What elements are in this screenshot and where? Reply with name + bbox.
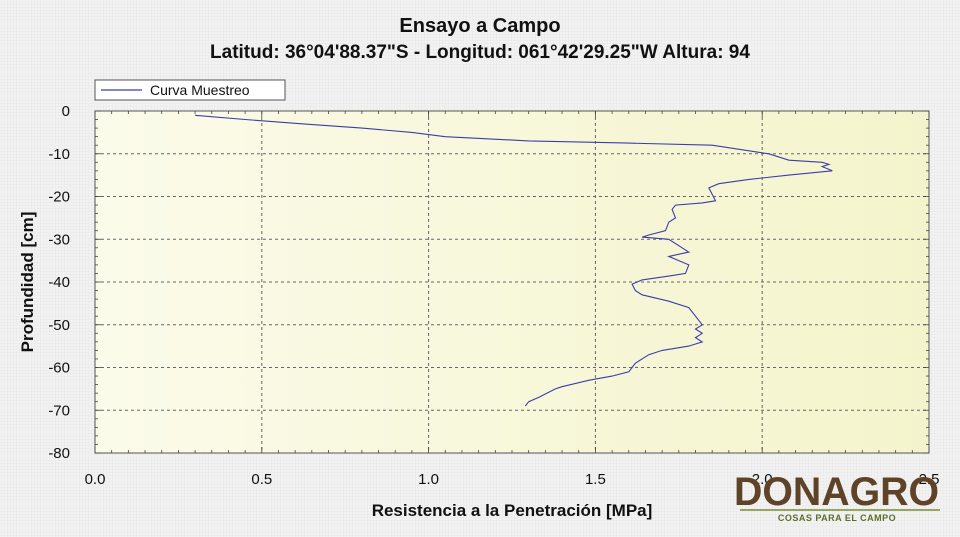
y-tick-label: -50 <box>48 317 70 334</box>
x-axis-label: Resistencia a la Penetración [MPa] <box>372 501 653 520</box>
y-tick-label: 0 <box>62 103 70 120</box>
logo-brand: DONAGRO <box>734 470 939 514</box>
x-tick-label: 2.0 <box>752 471 773 488</box>
y-axis-label: Profundidad [cm] <box>18 212 37 353</box>
donagro-logo: DONAGRO COSAS PARA EL CAMPO <box>734 470 940 523</box>
x-tick-label: 1.0 <box>418 471 439 488</box>
logo-tagline: COSAS PARA EL CAMPO <box>778 513 896 523</box>
chart-subtitle: Latitud: 36°04'88.37"S - Longitud: 061°4… <box>210 42 750 63</box>
x-tick-label: 0.0 <box>85 471 106 488</box>
y-tick-label: -30 <box>48 231 70 248</box>
y-axis-ticks: 0 -10 -20 -30 -40 -50 -60 -70 -80 <box>48 103 70 462</box>
legend: Curva Muestreo <box>94 79 286 101</box>
y-tick-label: -80 <box>48 445 70 462</box>
grid <box>95 111 929 453</box>
chart-title: Ensayo a Campo <box>399 15 560 37</box>
y-tick-label: -70 <box>48 402 70 419</box>
legend-label: Curva Muestreo <box>150 82 250 98</box>
x-tick-label: 0.5 <box>251 471 272 488</box>
y-tick-label: -60 <box>48 360 70 377</box>
x-tick-label: 1.5 <box>585 471 606 488</box>
y-tick-label: -20 <box>48 189 70 206</box>
legend-box <box>94 79 286 101</box>
series-line-curva-muestreo <box>195 114 833 407</box>
x-tick-label: 2.5 <box>919 471 940 488</box>
y-tick-label: -10 <box>48 146 70 163</box>
minor-ticks <box>94 110 930 454</box>
x-axis-ticks: 0.0 0.5 1.0 1.5 2.0 2.5 <box>85 471 940 488</box>
y-tick-label: -40 <box>48 274 70 291</box>
